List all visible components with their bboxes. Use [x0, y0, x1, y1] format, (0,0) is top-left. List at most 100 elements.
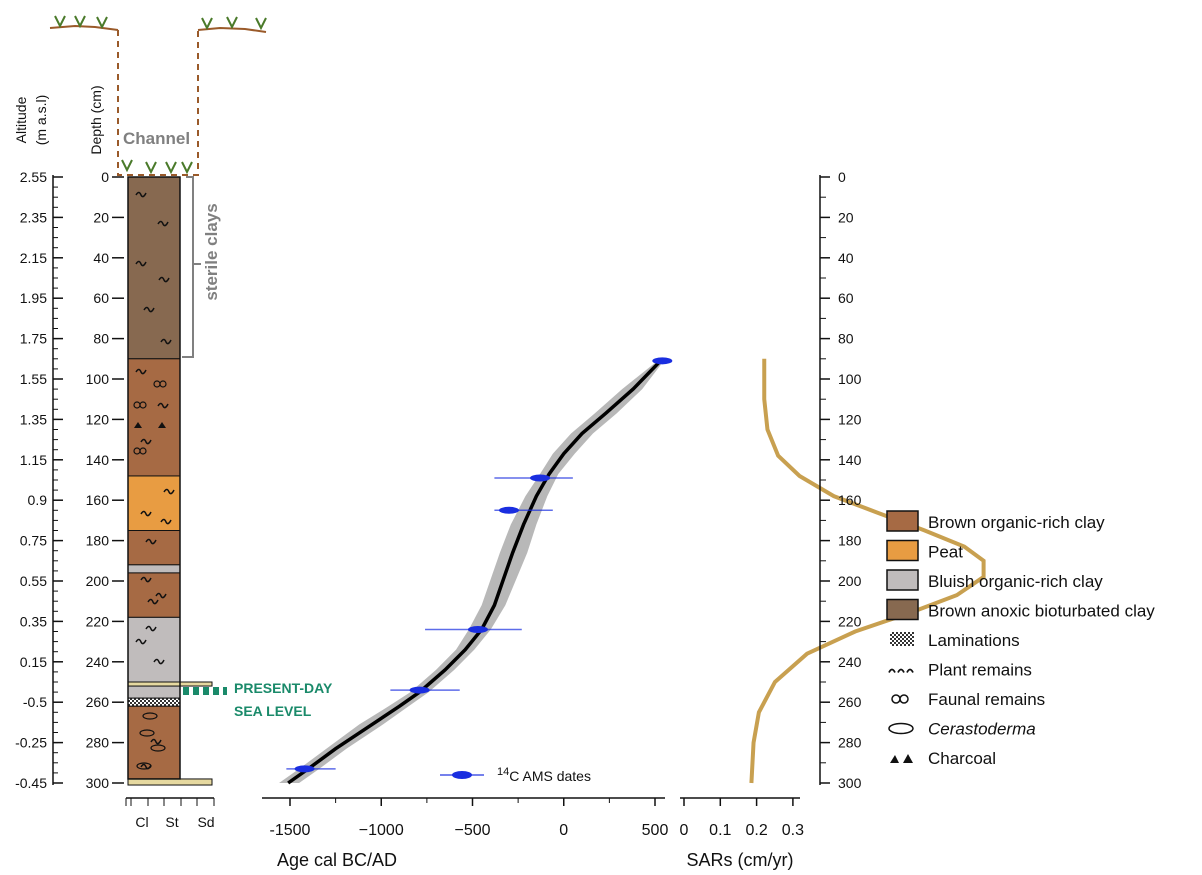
cerastoderma-icon: [136, 762, 152, 770]
faunal-remains-icon: [159, 380, 167, 388]
altitude-tick-label: -0.45: [15, 775, 47, 791]
depth-axis-title: Depth (cm): [88, 85, 104, 154]
sea-level-marker: PRESENT-DAY SEA LEVEL: [183, 680, 333, 719]
right-depth-tick-label: 60: [838, 290, 854, 306]
depth-tick-label: 100: [86, 371, 110, 387]
plant-remains-icon: [135, 191, 147, 198]
strat-layer-brown-organic: [127, 358, 181, 477]
altitude-tick-label: 0.15: [20, 654, 47, 670]
strat-layer-bluish: [127, 564, 181, 574]
date-point: [467, 625, 488, 633]
altitude-tick-label: 2.55: [20, 169, 47, 185]
altitude-tick-label: 1.35: [20, 411, 47, 427]
sar-tick-label: 0.2: [745, 822, 767, 839]
right-depth-tick-label: 220: [838, 613, 862, 629]
altitude-title-line2: (m a.s.l): [33, 95, 49, 146]
legend-swatch-bluish: [886, 569, 919, 591]
faunal-remains-icon: [899, 694, 909, 704]
channel-outline: [117, 30, 199, 176]
plant-remains-icon: [163, 488, 175, 495]
legend-label-peat: Peat: [928, 543, 963, 562]
strat-layer-brown-organic: [127, 530, 181, 566]
plant-remains-icon: [147, 598, 159, 605]
right-depth-tick-label: 200: [838, 573, 862, 589]
altitude-axis: Altitude (m a.s.l) 2.55 2.35 2.15 1.95 1.75 1…: [13, 95, 63, 791]
plant-remains-icon: [145, 538, 157, 545]
depth-tick-label: 140: [86, 452, 110, 468]
depth-tick-label: 40: [93, 250, 109, 266]
depth-tick-label: 0: [101, 169, 109, 185]
plant-remains-icon: [153, 658, 165, 665]
depth-tick-label: 240: [86, 654, 110, 670]
legend-label-brown-anoxic: Brown anoxic bioturbated clay: [928, 602, 1155, 621]
strat-layer-brown-anoxic: [127, 176, 181, 360]
legend-label-plant: Plant remains: [928, 661, 1032, 680]
faunal-remains-icon: [891, 694, 901, 704]
date-point: [499, 506, 519, 514]
legend-label-cerastoderma: Cerastoderma: [928, 720, 1036, 739]
strat-layer-sand: [127, 778, 213, 786]
age-tick-label: 500: [642, 822, 669, 839]
strat-layer-peat: [127, 475, 181, 531]
age-tick-label: −500: [454, 822, 490, 839]
date-point: [652, 357, 673, 365]
strat-layer-laminations: [127, 697, 181, 707]
legend-label-bluish: Bluish organic-rich clay: [928, 572, 1103, 591]
plant-remains-icon: [157, 402, 169, 409]
grain-label-sand: Sd: [197, 814, 214, 830]
lithology-symbols: [133, 191, 175, 770]
sar-panel: 0 0.1 0.2 0.3 SARs (cm/yr): [680, 358, 986, 870]
age-depth-panel: -1500 −1000 −500 0 500 Age cal BC/AD 14C AMS…: [262, 357, 673, 870]
legend-swatch-brown-organic: [886, 510, 919, 532]
age-tick-label: 0: [559, 822, 568, 839]
grain-label-clay: Cl: [135, 814, 148, 830]
strat-column-border: [127, 176, 181, 780]
right-depth-tick-label: 160: [838, 492, 862, 508]
right-depth-tick-label: 260: [838, 694, 862, 710]
depth-tick-label: 120: [86, 411, 110, 427]
plant-remains-icon: [155, 592, 167, 599]
plant-remains-icon: [158, 276, 170, 283]
altitude-tick-label: 0.75: [20, 533, 47, 549]
legend: Brown organic-rich clay Peat Bluish organi…: [886, 510, 1155, 768]
legend-label-charcoal: Charcoal: [928, 749, 996, 768]
depth-tick-label: 80: [93, 331, 109, 347]
altitude-tick-label: 1.55: [20, 371, 47, 387]
dates-legend-text: C AMS dates: [509, 768, 591, 784]
altitude-tick-label: 2.35: [20, 209, 47, 225]
plant-remains-icon: [135, 368, 147, 375]
channel-label: Channel: [123, 129, 190, 148]
legend-swatch-brown-anoxic: [886, 598, 919, 621]
right-depth-tick-label: 120: [838, 411, 862, 427]
model-confidence-envelope: [279, 362, 663, 783]
plant-remains-icon: [143, 306, 155, 313]
strat-layer-bluish: [127, 616, 181, 683]
plant-remains-icon: [135, 260, 147, 267]
right-depth-tick-label: 240: [838, 654, 862, 670]
strat-layer-sand: [127, 681, 213, 687]
right-depth-tick-label: 100: [838, 371, 862, 387]
right-depth-tick-label: 80: [838, 331, 854, 347]
age-axis-title: Age cal BC/AD: [277, 850, 397, 870]
date-point: [409, 686, 430, 694]
sterile-clays-label: sterile clays: [202, 203, 221, 300]
altitude-tick-label: 0.9: [28, 492, 48, 508]
altitude-tick-label: 1.75: [20, 331, 47, 347]
age-tick-label: −1000: [359, 822, 404, 839]
sea-level-label-2: SEA LEVEL: [234, 703, 312, 719]
right-depth-tick-label: 180: [838, 533, 862, 549]
cerastoderma-icon: [142, 712, 158, 720]
date-point: [530, 474, 551, 482]
grain-label-silt: St: [165, 814, 178, 830]
legend-swatch-peat: [886, 539, 919, 562]
model-median-line: [287, 361, 660, 785]
right-depth-tick-label: 280: [838, 735, 862, 751]
depth-tick-label: 280: [86, 735, 110, 751]
sar-tick-label: 0.1: [709, 822, 731, 839]
altitude-tick-label: 0.55: [20, 573, 47, 589]
depth-tick-label: 260: [86, 694, 110, 710]
sar-tick-label: 0: [680, 822, 689, 839]
stratigraphic-column: [127, 176, 213, 786]
cerastoderma-icon: [150, 744, 166, 752]
